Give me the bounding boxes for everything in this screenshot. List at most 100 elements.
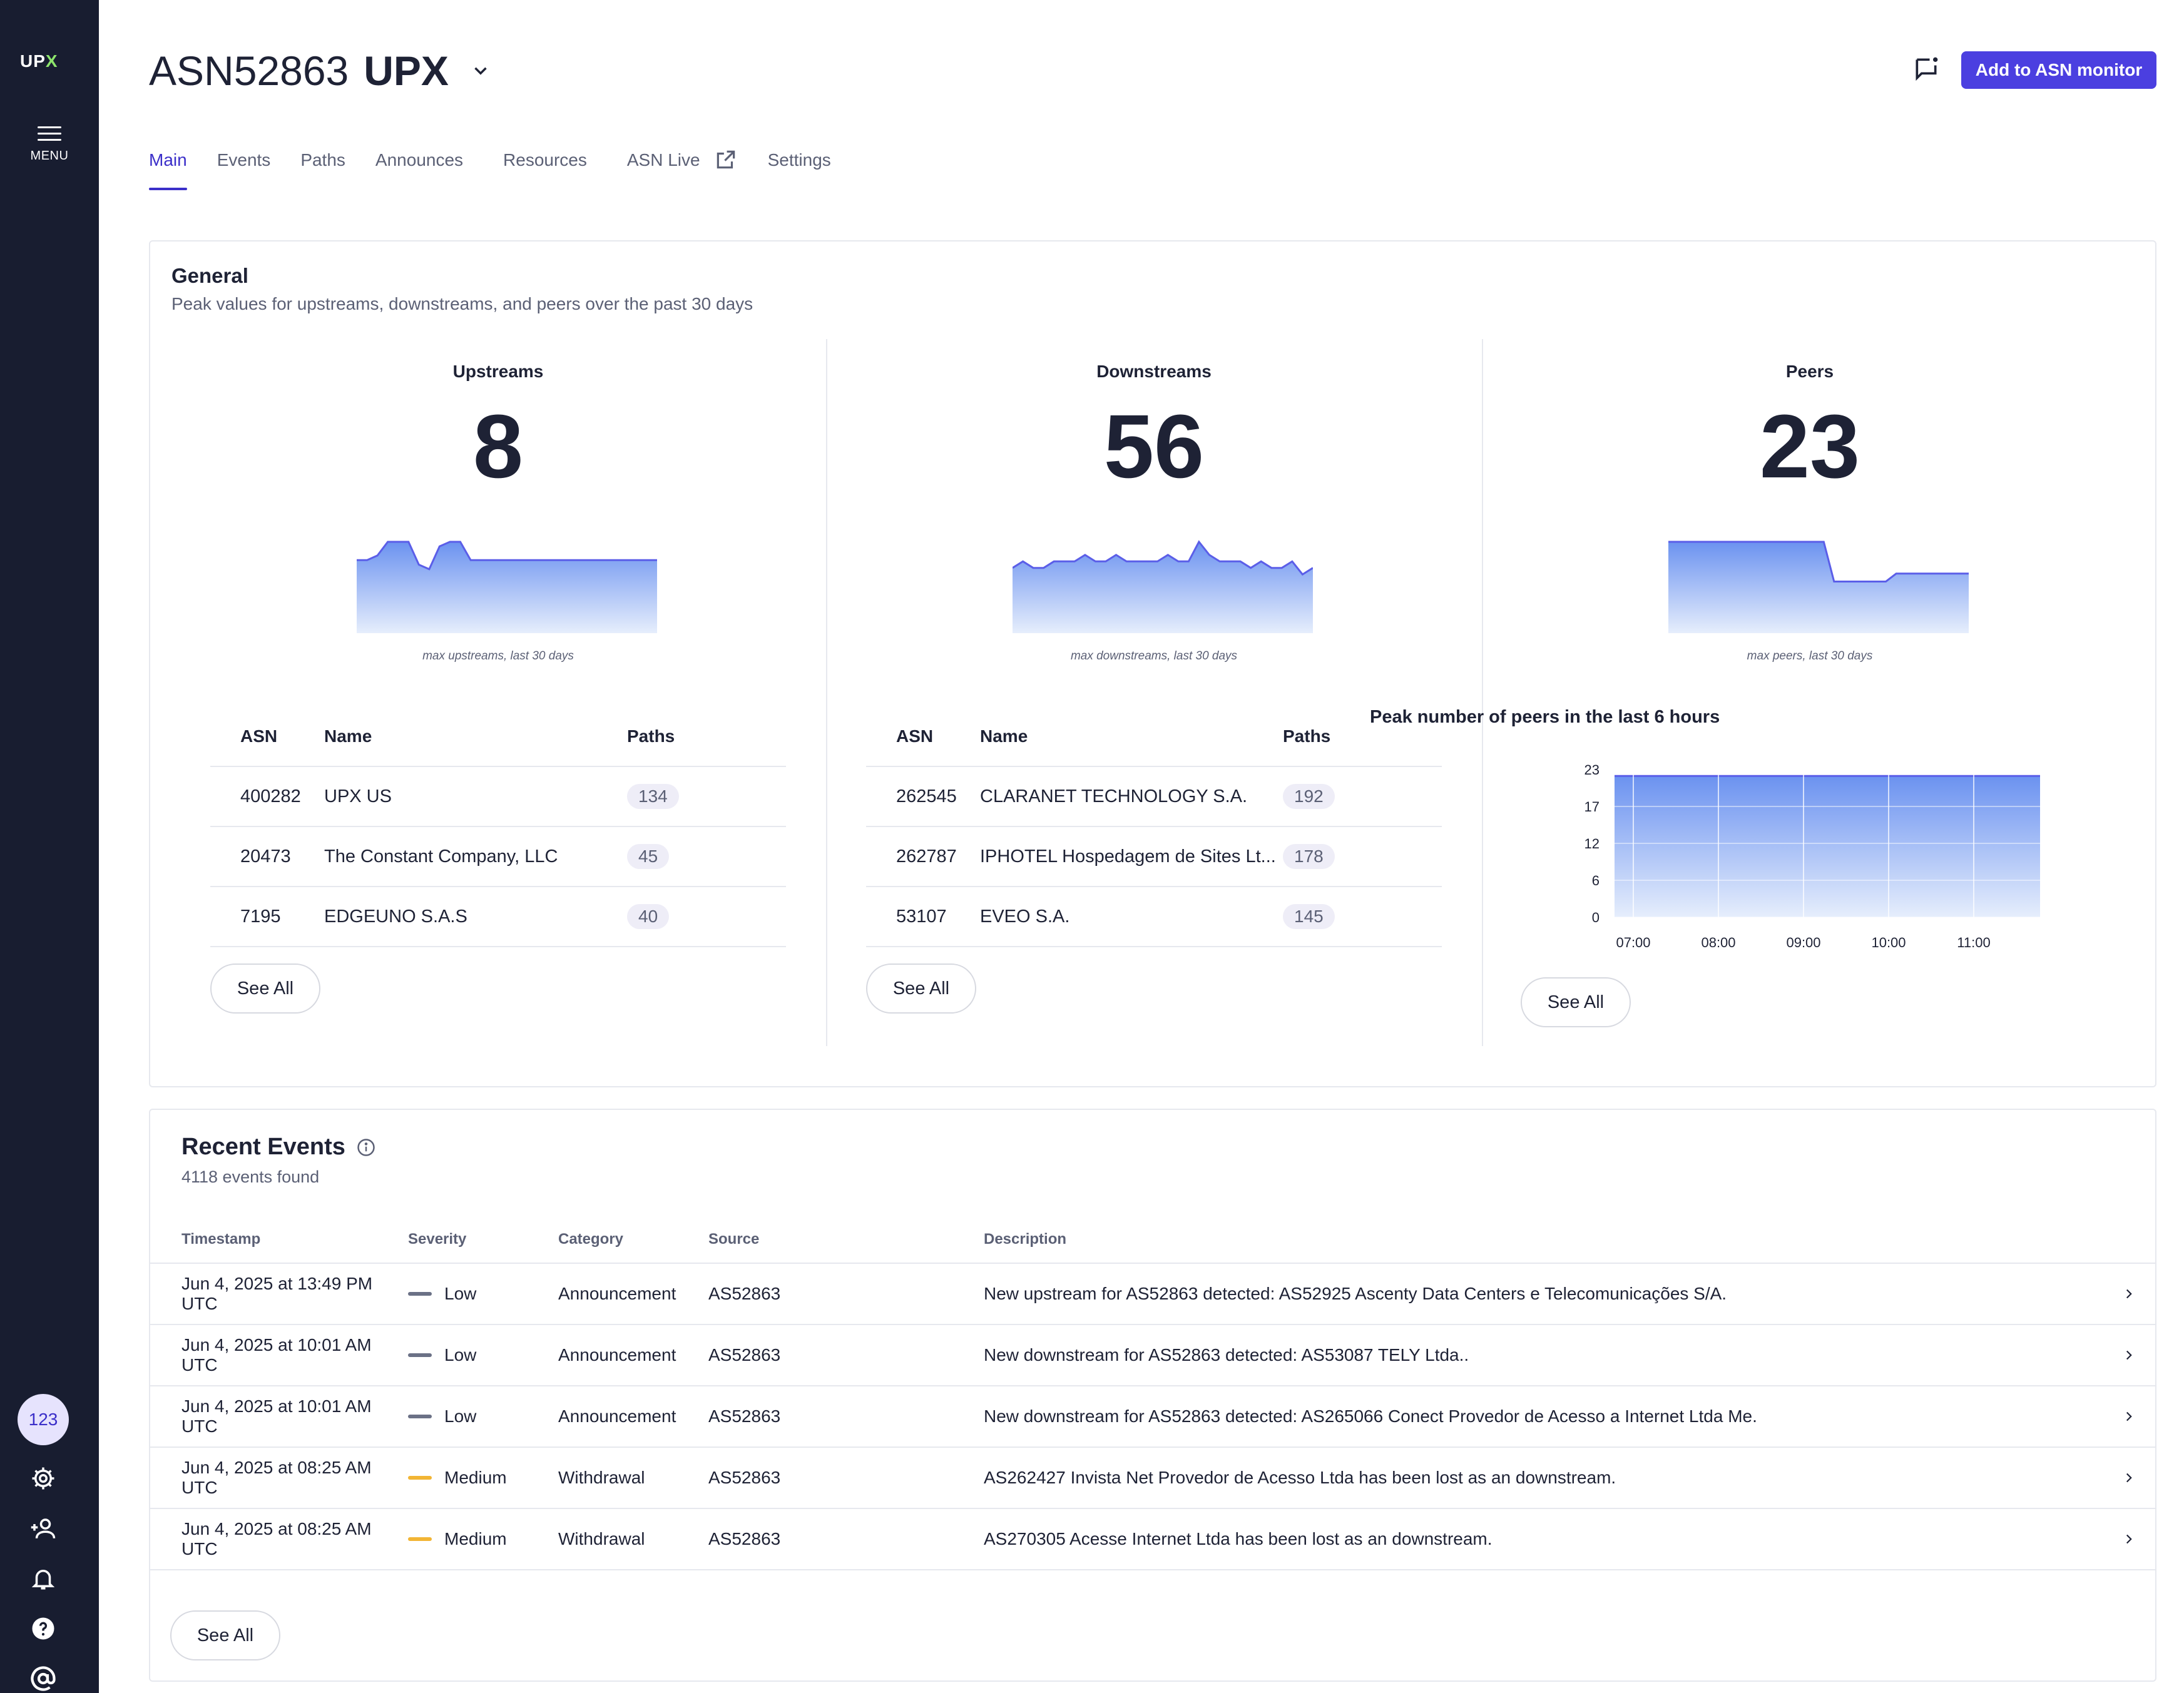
avatar[interactable]: 123	[18, 1394, 69, 1445]
event-row[interactable]: Jun 4, 2025 at 10:01 AM UTC Low Announceme…	[150, 1325, 2155, 1386]
event-timestamp: Jun 4, 2025 at 10:01 AM UTC	[181, 1396, 372, 1436]
tab-settings[interactable]: Settings	[767, 150, 831, 170]
downstreams-value: 56	[1103, 396, 1205, 497]
table-row[interactable]: 20473 The Constant Company, LLC 45	[210, 827, 786, 887]
event-row[interactable]: Jun 4, 2025 at 08:25 AM UTC Medium Withdra…	[150, 1509, 2155, 1570]
table-header: Timestamp Severity Category Source Descr…	[150, 1216, 2155, 1264]
general-subtitle: Peak values for upstreams, downstreams, …	[171, 294, 753, 313]
paths-badge: 40	[627, 904, 670, 929]
help-icon[interactable]	[30, 1615, 56, 1642]
event-row[interactable]: Jun 4, 2025 at 13:49 PM UTC Low Announceme…	[150, 1264, 2155, 1325]
tab-announces[interactable]: Announces	[375, 150, 464, 170]
peers-sparkline-line	[1668, 541, 1969, 582]
chevron-right-icon[interactable]	[2104, 1347, 2154, 1363]
event-description: New downstream for AS52863 detected: AS5…	[984, 1345, 1469, 1365]
recent-events-title: Recent Events	[181, 1134, 375, 1161]
column-divider	[1482, 339, 1483, 1046]
downstreams-caption: max downstreams, last 30 days	[1070, 649, 1238, 663]
upstreams-see-all-button[interactable]: See All	[210, 963, 320, 1014]
add-to-asn-monitor-button[interactable]: Add to ASN monitor	[1961, 51, 2156, 89]
downstreams-sparkline-line	[1013, 540, 1313, 576]
peers-sparkline-area	[1668, 542, 1969, 633]
logo[interactable]: UPX	[20, 51, 58, 71]
events-count: 4118 events found	[181, 1167, 320, 1186]
upstreams-value: 8	[472, 396, 524, 497]
tab-events[interactable]: Events	[217, 150, 271, 170]
event-source: AS52863	[708, 1345, 781, 1365]
peers-caption: max peers, last 30 days	[1747, 649, 1873, 663]
events-table: Timestamp Severity Category Source Descr…	[150, 1216, 2155, 1570]
upstreams-sparkline-line	[357, 541, 657, 571]
table-header: ASN Name Paths	[210, 707, 786, 767]
info-icon[interactable]	[357, 1138, 375, 1157]
tab-main[interactable]: Main	[149, 150, 187, 191]
paths-badge: 192	[1283, 784, 1335, 809]
event-category: Announcement	[558, 1406, 676, 1426]
chevron-right-icon[interactable]	[2104, 1531, 2154, 1547]
hamburger-icon	[38, 125, 61, 143]
gear-icon[interactable]	[30, 1465, 56, 1492]
tab-asn-live[interactable]: ASN Live	[627, 150, 738, 191]
severity-indicator	[408, 1292, 432, 1296]
table-row[interactable]: 53107 EVEO S.A. 145	[866, 887, 1442, 947]
event-severity: Low	[408, 1345, 558, 1365]
downstreams-see-all-button[interactable]: See All	[866, 963, 976, 1014]
peers-6h-chart: 23 17 12 6 0 07:00 08:00 09:00 10:00 11:00	[1584, 762, 2040, 950]
event-timestamp: Jun 4, 2025 at 13:49 PM UTC	[181, 1274, 373, 1313]
menu-button[interactable]: MENU	[21, 125, 78, 163]
feedback-icon[interactable]	[1912, 55, 1940, 83]
upstreams-sparkline	[357, 541, 657, 633]
event-source: AS52863	[708, 1406, 781, 1426]
table-row[interactable]: 400282 UPX US 134	[210, 767, 786, 827]
event-source: AS52863	[708, 1529, 781, 1548]
chevron-right-icon[interactable]	[2104, 1470, 2154, 1486]
recent-events-card: Recent Events 4118 events found Timestam…	[149, 1109, 2156, 1682]
peers-6h-area	[1615, 776, 2040, 917]
peers-label: Peers	[1785, 362, 1834, 381]
x-tick-label: 11:00	[1957, 935, 1990, 950]
y-tick-label: 23	[1584, 762, 1600, 778]
x-tick-label: 07:00	[1616, 935, 1650, 950]
upstreams-table: ASN Name Paths 400282 UPX US 134 20473 T…	[210, 707, 786, 947]
event-timestamp: Jun 4, 2025 at 10:01 AM UTC	[181, 1335, 372, 1375]
table-header: ASN Name Paths	[866, 707, 1442, 767]
asn-number: ASN52863	[149, 48, 349, 94]
event-row[interactable]: Jun 4, 2025 at 08:25 AM UTC Medium Withdra…	[150, 1448, 2155, 1509]
menu-label: MENU	[30, 149, 69, 163]
chevron-right-icon[interactable]	[2104, 1408, 2154, 1425]
table-row[interactable]: 262787 IPHOTEL Hospedagem de Sites Lt...…	[866, 827, 1442, 887]
paths-badge: 178	[1283, 844, 1335, 869]
downstreams-label: Downstreams	[1096, 362, 1212, 381]
peers-value: 23	[1759, 396, 1860, 497]
event-row[interactable]: Jun 4, 2025 at 10:01 AM UTC Low Announceme…	[150, 1386, 2155, 1448]
table-row[interactable]: 7195 EDGEUNO S.A.S 40	[210, 887, 786, 947]
y-tick-label: 6	[1592, 873, 1600, 888]
peers-chart-title: Peak number of peers in the last 6 hours	[1370, 707, 1720, 727]
page-title: ASN52863 UPX	[149, 43, 491, 99]
at-sign-icon[interactable]	[30, 1665, 56, 1692]
event-description: AS262427 Invista Net Provedor de Acesso …	[984, 1468, 1616, 1487]
event-category: Withdrawal	[558, 1468, 645, 1487]
bell-icon[interactable]	[30, 1565, 56, 1592]
x-tick-label: 10:00	[1871, 935, 1906, 950]
event-description: New downstream for AS52863 detected: AS2…	[984, 1406, 1757, 1426]
severity-indicator	[408, 1353, 432, 1357]
severity-indicator	[408, 1476, 432, 1480]
upstreams-caption: max upstreams, last 30 days	[422, 649, 574, 663]
chevron-down-icon[interactable]	[470, 60, 491, 81]
add-user-icon[interactable]	[30, 1515, 56, 1542]
y-tick-label: 12	[1584, 836, 1600, 852]
chevron-right-icon[interactable]	[2104, 1286, 2154, 1302]
events-see-all-button[interactable]: See All	[170, 1610, 280, 1660]
table-row[interactable]: 262545 CLARANET TECHNOLOGY S.A. 192	[866, 767, 1442, 827]
severity-indicator	[408, 1537, 432, 1541]
downstreams-table: ASN Name Paths 262545 CLARANET TECHNOLOG…	[866, 707, 1442, 947]
paths-badge: 45	[627, 844, 670, 869]
upstreams-sparkline-area	[357, 542, 657, 633]
tab-resources[interactable]: Resources	[503, 150, 587, 170]
event-severity: Low	[408, 1284, 558, 1304]
peers-see-all-button[interactable]: See All	[1521, 977, 1631, 1027]
asn-name: UPX	[364, 48, 449, 94]
event-category: Withdrawal	[558, 1529, 645, 1548]
tab-paths[interactable]: Paths	[300, 150, 345, 170]
